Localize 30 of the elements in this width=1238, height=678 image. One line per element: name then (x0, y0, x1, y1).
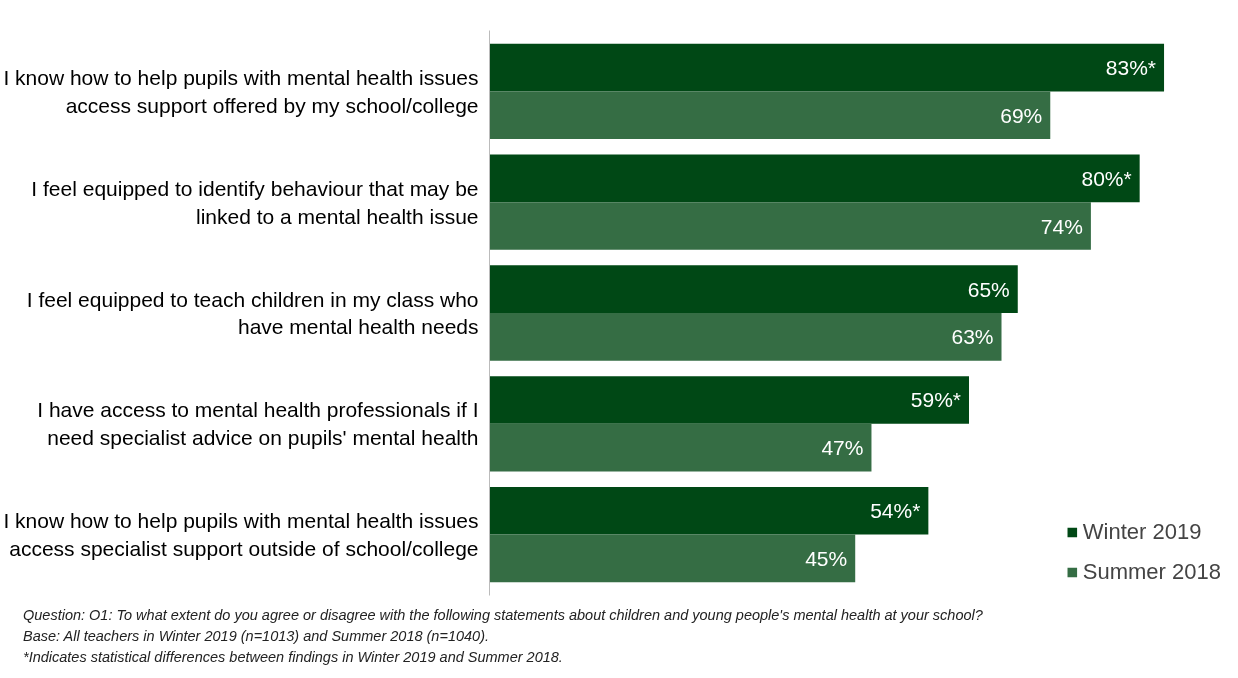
bar (489, 376, 969, 424)
data-label: 45% (805, 546, 848, 570)
bar (489, 486, 929, 535)
bar (489, 91, 1051, 140)
bar (489, 43, 1165, 92)
data-label: 74% (1040, 214, 1083, 238)
y-tick-label: I feel equipped to teach children in my class who have mental health needs (26, 287, 479, 339)
data-label: 59%* (910, 388, 961, 412)
y-tick-label: I know how to help pupils with mental health issues access support offered by my school/college (3, 66, 479, 117)
y-tick-label: I know how to help pupils with mental health issues access specialist support outside of school/college (3, 509, 479, 560)
bar (489, 154, 1140, 203)
data-label: 54%* (870, 499, 921, 523)
bar (489, 423, 872, 472)
bar (489, 202, 1091, 250)
bar (489, 265, 1018, 313)
data-label: 80%* (1081, 166, 1132, 190)
data-label: 63% (951, 325, 994, 349)
y-tick-label: I have access to mental health professionals if I need specialist advice on pupils' mental health (37, 398, 479, 450)
data-label: 65% (967, 277, 1010, 301)
bar (489, 313, 1002, 361)
y-tick-label: I feel equipped to identify behaviour that may be linked to a mental health issue (31, 176, 479, 228)
data-label: 83%* (1105, 56, 1157, 80)
text: *Indicates statistical differences between findings in Winter 2019 and Summer 2018. (23, 649, 563, 665)
legend-label: Summer 2018 (1082, 559, 1221, 585)
legend-label: Winter 2019 (1082, 519, 1202, 545)
data-label: 69% (1000, 103, 1043, 127)
data-label: 47% (821, 436, 864, 460)
text: Question: O1: To what extent do you agree or disagree with the following statements about children and young people's mental health at your school? (23, 607, 983, 623)
bar (489, 534, 856, 583)
text: Base: All teachers in Winter 2019 (n=1013) and Summer 2018 (n=1040). (23, 628, 490, 644)
